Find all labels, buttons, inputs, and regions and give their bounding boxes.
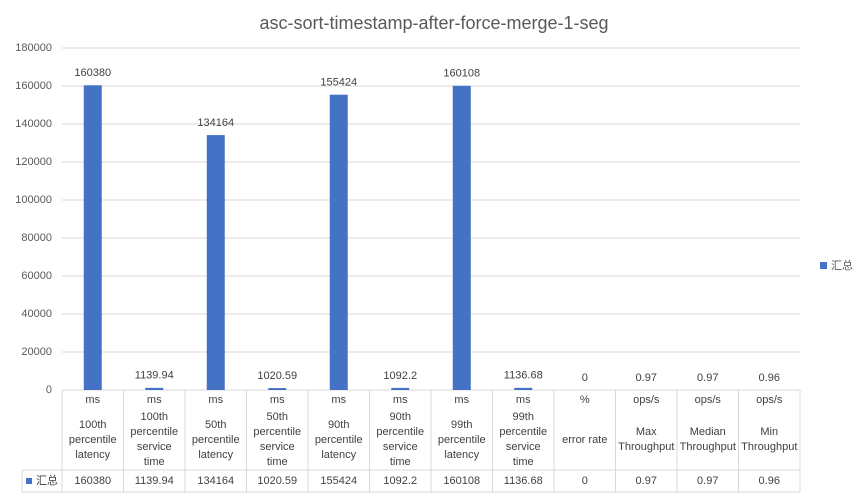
data-label: 1020.59 bbox=[257, 370, 297, 382]
table-value: 0.97 bbox=[697, 474, 719, 487]
table-value: 160380 bbox=[74, 474, 112, 487]
x-tick-label: Max Throughput bbox=[618, 426, 675, 453]
x-unit-label: ms bbox=[331, 393, 347, 406]
x-unit-label: % bbox=[579, 393, 590, 406]
table-legend-key bbox=[26, 478, 32, 484]
y-tick-label: 180000 bbox=[15, 42, 52, 54]
x-tick-label: 90th percentile latency bbox=[314, 418, 363, 461]
data-label: 1092.2 bbox=[383, 370, 417, 382]
data-label: 0.96 bbox=[759, 372, 780, 384]
x-unit-label: ms bbox=[208, 393, 224, 406]
chart-title: asc-sort-timestamp-after-force-merge-1-s… bbox=[259, 13, 608, 33]
table-value: 155424 bbox=[320, 474, 358, 487]
y-tick-label: 80000 bbox=[21, 232, 52, 244]
x-unit-label: ms bbox=[392, 393, 408, 406]
bar bbox=[145, 387, 164, 390]
y-tick-label: 140000 bbox=[15, 118, 52, 130]
x-tick-label: Median Throughput bbox=[679, 426, 736, 453]
y-tick-label: 0 bbox=[46, 384, 52, 396]
table-value: 134164 bbox=[197, 474, 235, 487]
x-unit-label: ops/s bbox=[633, 393, 660, 406]
x-unit-label: ms bbox=[146, 393, 162, 406]
y-tick-label: 100000 bbox=[15, 194, 52, 206]
data-label: 0.97 bbox=[636, 372, 657, 384]
table-series-name: 汇总 bbox=[36, 474, 58, 487]
y-tick-label: 60000 bbox=[21, 270, 52, 282]
data-label: 1139.94 bbox=[135, 370, 174, 382]
table-value: 1020.59 bbox=[257, 474, 298, 487]
bar bbox=[452, 85, 471, 390]
table-value: 1092.2 bbox=[383, 474, 418, 487]
data-label: 0.97 bbox=[697, 372, 718, 384]
x-tick-label: 100th percentile service time bbox=[130, 411, 179, 468]
data-label: 1136.68 bbox=[504, 370, 543, 382]
table-value: 160108 bbox=[443, 474, 481, 487]
legend-key bbox=[820, 262, 827, 269]
data-label: 160380 bbox=[74, 67, 111, 79]
x-tick-label: 50th percentile service time bbox=[253, 411, 302, 468]
x-tick-label: error rate bbox=[562, 433, 608, 446]
data-label: 160108 bbox=[443, 68, 480, 80]
y-tick-label: 40000 bbox=[21, 308, 52, 320]
x-tick-label: 50th percentile latency bbox=[191, 418, 240, 461]
bar bbox=[206, 135, 225, 390]
bar bbox=[83, 85, 102, 390]
y-tick-label: 160000 bbox=[15, 80, 52, 92]
bar bbox=[268, 388, 287, 390]
table-value: 1139.94 bbox=[134, 474, 174, 487]
table-value: 0.97 bbox=[635, 474, 657, 487]
y-tick-label: 120000 bbox=[15, 156, 52, 168]
y-tick-label: 20000 bbox=[21, 346, 52, 358]
bar bbox=[329, 94, 348, 390]
x-tick-label: 99th percentile latency bbox=[437, 418, 486, 461]
legend-label: 汇总 bbox=[831, 258, 853, 272]
x-unit-label: ms bbox=[85, 393, 101, 406]
table-value: 0.96 bbox=[758, 474, 780, 487]
x-unit-label: ms bbox=[454, 393, 470, 406]
data-label: 155424 bbox=[320, 77, 357, 89]
data-label: 0 bbox=[582, 372, 588, 384]
x-unit-label: ops/s bbox=[694, 393, 721, 406]
x-tick-label: 99th percentile service time bbox=[499, 411, 548, 468]
x-unit-label: ms bbox=[269, 393, 285, 406]
table-value: 1136.68 bbox=[503, 474, 543, 487]
x-unit-label: ms bbox=[515, 393, 531, 406]
bar bbox=[514, 387, 533, 390]
data-label: 134164 bbox=[197, 117, 234, 129]
x-tick-label: Min Throughput bbox=[741, 426, 798, 453]
x-tick-label: 100th percentile latency bbox=[68, 418, 117, 461]
x-unit-label: ops/s bbox=[756, 393, 783, 406]
x-tick-label: 90th percentile service time bbox=[376, 411, 425, 468]
bar bbox=[391, 387, 410, 390]
table-value: 0 bbox=[581, 474, 588, 487]
